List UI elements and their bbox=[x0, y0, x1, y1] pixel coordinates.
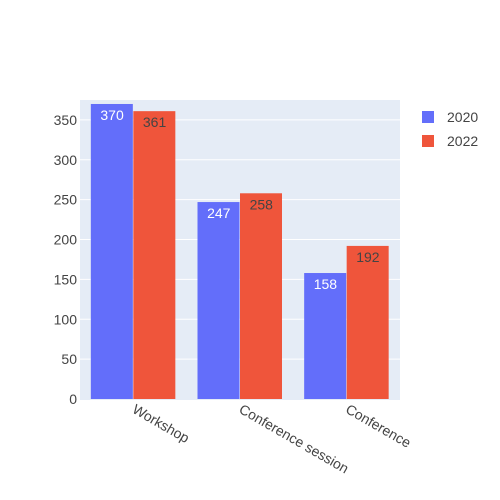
y-axis: 0 50 100 150 200 250 300 350 bbox=[54, 112, 78, 407]
bars bbox=[90, 103, 389, 400]
legend-label: 2022 bbox=[447, 133, 478, 149]
y-tick-label: 150 bbox=[54, 271, 78, 287]
y-tick-label: 0 bbox=[69, 391, 77, 407]
x-tick-label: Conference bbox=[343, 401, 414, 451]
data-label: 158 bbox=[314, 276, 338, 292]
legend[interactable]: 2020 2022 bbox=[422, 109, 478, 149]
data-label: 370 bbox=[100, 107, 124, 123]
legend-swatch bbox=[422, 111, 434, 123]
bar-2020-2[interactable] bbox=[304, 273, 347, 399]
y-tick-label: 100 bbox=[54, 311, 78, 327]
y-tick-label: 200 bbox=[54, 232, 78, 248]
legend-swatch bbox=[422, 135, 434, 147]
data-label: 247 bbox=[207, 205, 231, 221]
y-tick-label: 250 bbox=[54, 192, 78, 208]
bar-2020-1[interactable] bbox=[197, 202, 240, 399]
data-label: 258 bbox=[250, 196, 274, 212]
data-labels: 370 361 247 258 158 192 bbox=[100, 107, 379, 292]
y-tick-label: 300 bbox=[54, 152, 78, 168]
x-tick-label: Conference session bbox=[237, 401, 352, 477]
y-tick-label: 50 bbox=[61, 351, 77, 367]
bar-2022-2[interactable] bbox=[346, 245, 389, 399]
bar-2022-1[interactable] bbox=[240, 193, 282, 399]
x-tick-label: Workshop bbox=[130, 401, 193, 446]
bar-2020-0[interactable] bbox=[90, 103, 133, 399]
legend-item-2020[interactable]: 2020 bbox=[422, 109, 478, 125]
data-label: 192 bbox=[356, 249, 380, 265]
bar-2022-0[interactable] bbox=[133, 111, 176, 400]
legend-item-2022[interactable]: 2022 bbox=[422, 133, 478, 149]
y-tick-label: 350 bbox=[54, 112, 78, 128]
legend-label: 2020 bbox=[447, 109, 478, 125]
data-label: 361 bbox=[143, 114, 167, 130]
